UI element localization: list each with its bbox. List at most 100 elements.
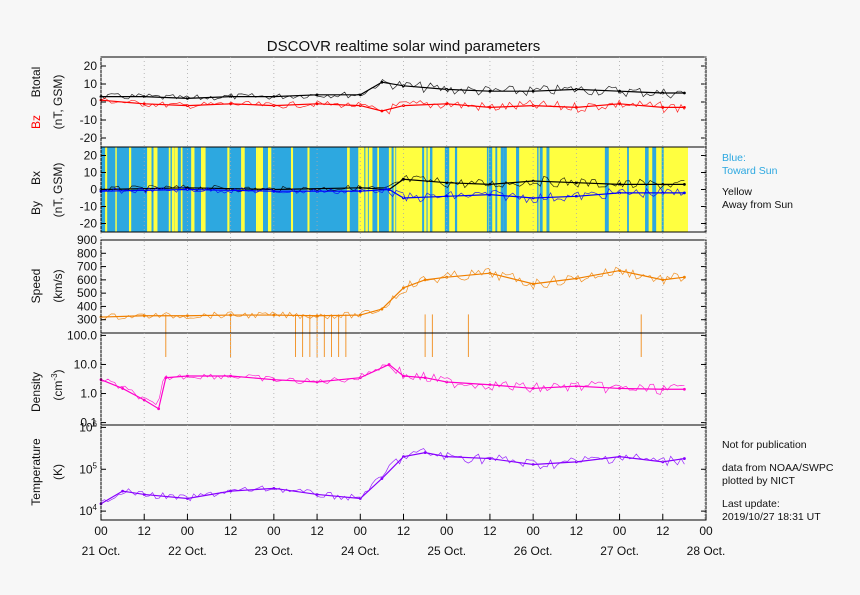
data-point xyxy=(682,91,686,95)
data-point xyxy=(682,183,686,186)
sector-stripe xyxy=(227,147,230,232)
y-tick-label: 20 xyxy=(84,149,98,163)
sector-stripe xyxy=(516,147,520,232)
sector-stripe xyxy=(377,147,380,232)
source-note: data from NOAA/SWPC plotted by NICT xyxy=(722,462,834,487)
y-tick-label: 700 xyxy=(77,260,97,274)
y-tick-label: 10.0 xyxy=(74,357,98,371)
sector-stripe xyxy=(362,147,365,232)
y-tick-label: 900 xyxy=(77,233,97,247)
sector-stripe xyxy=(454,147,458,232)
y-axis-unit: (nT, GSM) xyxy=(51,75,65,130)
x-tick-label: 00 xyxy=(94,524,108,538)
unit-exponent: -3 xyxy=(50,373,59,381)
x-tick-label: 12 xyxy=(224,524,238,538)
data-point xyxy=(445,194,449,198)
y-tick-label: -20 xyxy=(80,217,98,231)
data-point xyxy=(488,383,492,387)
y-tick-label: 400 xyxy=(77,299,97,313)
unit-part: (cm xyxy=(51,381,65,401)
y-axis-label: Density xyxy=(29,372,43,412)
x-tick-label: 12 xyxy=(656,524,670,538)
series-group xyxy=(99,448,686,506)
series-noise xyxy=(100,186,685,204)
x-tick-label: 00 xyxy=(526,524,540,538)
data-point xyxy=(387,363,391,366)
sector-stripe xyxy=(495,147,498,232)
y-tick-label: 106 xyxy=(79,419,97,434)
data-point xyxy=(121,489,125,493)
y-axis-unit: (km/s) xyxy=(51,269,65,302)
y-tick-label: 0 xyxy=(90,95,97,109)
sector-stripe xyxy=(368,147,373,232)
y-tick-label: 100.0 xyxy=(67,328,97,342)
series-line xyxy=(100,451,685,505)
x-date-label: 24 Oct. xyxy=(341,544,380,558)
sector-stripe xyxy=(500,147,504,232)
yellow-sector-note: Yellow Away from Sun xyxy=(722,186,794,211)
y-tick-label: 0 xyxy=(90,183,97,197)
y-axis-unit: (nT, GSM) xyxy=(51,163,65,218)
series-line xyxy=(100,99,685,112)
y-tick-label: 104 xyxy=(79,503,97,518)
y-tick-label: 1.0 xyxy=(80,387,97,401)
sector-stripe xyxy=(539,147,543,232)
publication-note: Not for publication xyxy=(722,439,807,451)
x-tick-label: 12 xyxy=(397,524,411,538)
y-tick-exponent: 4 xyxy=(93,503,98,512)
y-tick-label: -10 xyxy=(80,200,98,214)
y-axis-unit: (K) xyxy=(51,464,65,480)
sector-stripe xyxy=(426,147,428,232)
x-tick-label: 00 xyxy=(699,524,713,538)
data-point xyxy=(445,102,449,106)
series-group xyxy=(99,97,686,115)
y-tick-label: 10 xyxy=(84,166,98,180)
data-point xyxy=(488,457,492,460)
data-point xyxy=(682,275,686,279)
sector-stripe xyxy=(307,147,310,232)
sector-stripe xyxy=(153,147,158,232)
x-date-label: 28 Oct. xyxy=(687,544,726,558)
series-group xyxy=(99,266,686,321)
data-point xyxy=(423,451,427,455)
y-tick-label: -20 xyxy=(80,131,98,145)
data-point xyxy=(387,188,391,191)
series-line xyxy=(100,363,685,410)
y-tick-label: 300 xyxy=(77,313,97,327)
sector-stripe xyxy=(347,147,350,232)
y-tick-label: -10 xyxy=(80,113,98,127)
x-tick-label: 12 xyxy=(138,524,152,538)
x-tick-label: 12 xyxy=(570,524,584,538)
x-tick-label: 12 xyxy=(310,524,324,538)
y-axis-label-part: Bz xyxy=(29,115,43,129)
x-tick-label: 00 xyxy=(354,524,368,538)
y-tick-label: 10 xyxy=(84,77,98,91)
series-noise xyxy=(100,97,685,115)
data-point xyxy=(142,102,146,106)
y-tick-label: 500 xyxy=(77,286,97,300)
x-tick-label: 00 xyxy=(181,524,195,538)
data-point xyxy=(531,463,535,466)
data-point xyxy=(574,384,578,388)
sector-stripe xyxy=(429,147,433,232)
x-tick-label: 00 xyxy=(440,524,454,538)
data-point xyxy=(157,407,161,411)
y-axis-label-by: By xyxy=(29,201,43,215)
data-point xyxy=(618,387,621,390)
data-point xyxy=(186,314,189,318)
y-tick-exponent: 6 xyxy=(93,419,98,428)
x-date-label: 23 Oct. xyxy=(255,544,294,558)
x-date-label: 27 Oct. xyxy=(600,544,639,558)
y-tick-label: 0.1 xyxy=(80,416,97,430)
data-point xyxy=(488,89,492,93)
y-axis-label-part: Btotal xyxy=(29,67,43,98)
series-noise xyxy=(100,448,685,503)
y-tick-label: 800 xyxy=(77,246,97,260)
x-tick-label: 12 xyxy=(483,524,497,538)
data-point xyxy=(531,89,535,93)
data-point xyxy=(142,398,146,402)
data-point xyxy=(315,102,319,106)
x-tick-label: 00 xyxy=(613,524,627,538)
data-point xyxy=(618,89,621,93)
y-axis-label: Temperature xyxy=(29,438,43,506)
